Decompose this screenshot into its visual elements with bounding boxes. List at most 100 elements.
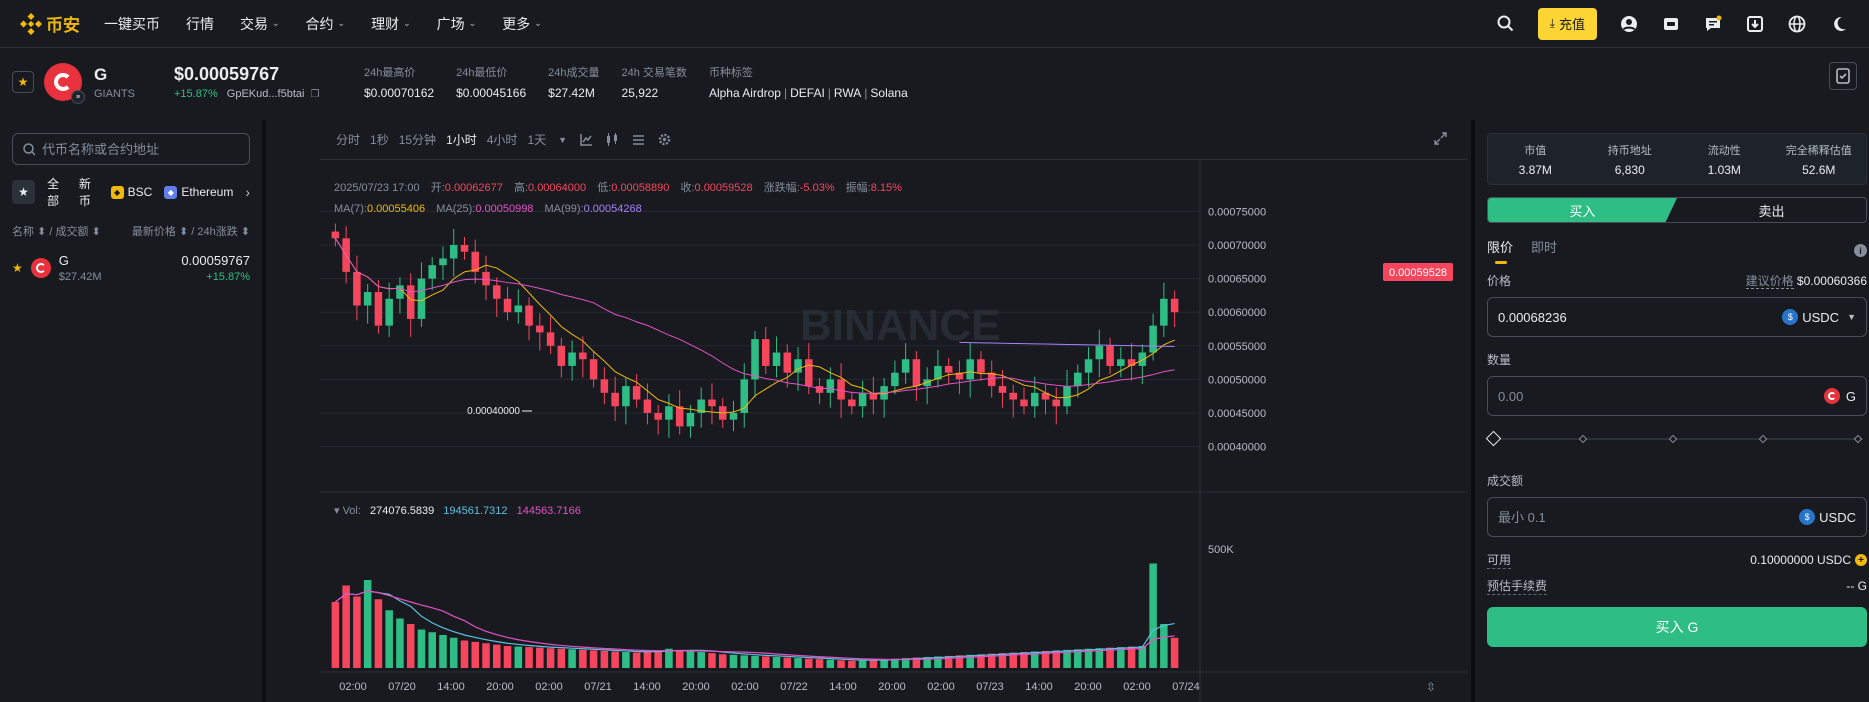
tag-item[interactable]: Alpha Airdrop [708, 86, 781, 100]
gear-icon[interactable] [657, 133, 671, 147]
add-funds-icon[interactable]: + [1855, 554, 1867, 566]
nav-item-6[interactable]: 更多 ⌄ [502, 14, 542, 34]
price-input[interactable] [1498, 309, 1698, 325]
info-date: 2025/07/23 17:00 [334, 182, 420, 194]
price-field[interactable]: $ USDC ▼ [1487, 297, 1867, 337]
candle [514, 289, 523, 324]
nav-item-5[interactable]: 广场 ⌄ [437, 14, 477, 34]
volume-bar [718, 654, 727, 668]
moon-icon[interactable] [1829, 14, 1849, 34]
amount-field[interactable]: $ USDC [1487, 497, 1867, 537]
contract-address[interactable]: GpEKud...f5btai [226, 88, 305, 100]
price-currency-select[interactable]: $ USDC ▼ [1782, 309, 1856, 325]
candle [568, 340, 576, 381]
timeframe-1[interactable]: 1秒 [370, 133, 389, 147]
token-search-input[interactable] [42, 141, 242, 157]
wallet-icon[interactable] [1661, 14, 1681, 34]
nav-item-1[interactable]: 行情 [186, 14, 214, 34]
more-timeframes-icon[interactable]: ▼ [558, 134, 568, 145]
slider-mark-75[interactable] [1758, 434, 1768, 444]
filter-all[interactable]: 全部 [47, 175, 67, 209]
message-icon[interactable] [1703, 14, 1723, 34]
timeframe-3[interactable]: 1小时 [446, 133, 477, 147]
user-icon[interactable] [1619, 14, 1639, 34]
candle [643, 383, 652, 425]
quantity-field[interactable]: G [1487, 376, 1867, 416]
fullscreen-icon[interactable] [1434, 132, 1447, 148]
sell-tab[interactable]: 卖出 [1677, 198, 1866, 222]
layout-settings-icon[interactable] [631, 133, 645, 147]
slider-handle[interactable] [1485, 430, 1502, 447]
chevron-right-icon[interactable]: › [245, 184, 251, 200]
nav-item-label: 广场 [436, 15, 465, 32]
candle [353, 255, 361, 321]
indicator-icon[interactable] [579, 133, 593, 147]
axis-reset-icon[interactable]: ⇳ [1426, 680, 1436, 694]
sort-name-volume[interactable]: 名称 ⬍ / 成交额 ⬍ [12, 226, 101, 238]
amount-slider[interactable] [1485, 430, 1867, 447]
candle [772, 336, 781, 378]
tag-item[interactable]: Solana [870, 86, 908, 100]
timeframe-0[interactable]: 分时 [336, 133, 361, 147]
favorites-tab[interactable]: ★ [12, 180, 36, 204]
notes-icon[interactable] [1829, 62, 1857, 90]
suggest-price-label[interactable]: 建议价格 [1745, 274, 1794, 289]
buy-button[interactable]: 买入 G [1487, 607, 1867, 647]
slider-mark-100[interactable] [1853, 434, 1863, 444]
vol-chevron-icon[interactable]: ▾ [334, 505, 343, 517]
search-icon[interactable] [1496, 14, 1516, 34]
favorite-star-icon[interactable]: ★ [12, 261, 23, 275]
filter-ethereum[interactable]: ◆ Ethereum [164, 185, 233, 199]
sort-price-change[interactable]: 最新价格 ⬍ / 24h涨跌 ⬍ [131, 226, 250, 238]
globe-icon[interactable] [1787, 14, 1807, 34]
deposit-button[interactable]: ⤓ 充值 [1537, 7, 1597, 40]
amount-input[interactable] [1498, 509, 1698, 525]
volume-bar [374, 599, 383, 668]
volume-bar [579, 649, 587, 668]
favorite-star-icon[interactable]: ★ [12, 71, 34, 93]
candle [966, 343, 974, 398]
volume-info: ▾ Vol: 274076.5839 194561.7312 144563.71… [334, 505, 581, 517]
candle [697, 387, 705, 428]
filter-new[interactable]: 新币 [79, 175, 99, 209]
market-stat-3: 完全稀释估值 52.6M [1772, 134, 1867, 184]
volume-bar [493, 644, 501, 668]
suggest-price-value: $0.00060366 [1796, 274, 1867, 288]
nav-item-2[interactable]: 交易 ⌄ [240, 14, 280, 34]
candle-type-icon[interactable] [605, 133, 619, 147]
binance-logo[interactable]: 币安 [20, 11, 80, 36]
token-search[interactable] [12, 133, 250, 165]
tag-item[interactable]: RWA [833, 86, 862, 100]
info-icon[interactable]: i [1854, 244, 1867, 257]
list-item[interactable]: ★ G $27.42M 0.00059767 +15.87% [12, 253, 250, 283]
volume-bar [1160, 624, 1168, 668]
slider-mark-50[interactable] [1668, 434, 1678, 444]
chart-toolbar: 分时 1秒 15分钟 1小时 4小时 1天 ▼ [320, 120, 1467, 160]
candle [363, 283, 372, 324]
tab-instant[interactable]: 即时 [1531, 240, 1558, 255]
volume-tick-label: 500K [1208, 544, 1234, 556]
tab-limit[interactable]: 限价 [1487, 237, 1513, 264]
current-price-tag: 0.00059528 [1383, 263, 1453, 281]
quantity-input[interactable] [1498, 388, 1698, 404]
download-icon[interactable] [1745, 14, 1765, 34]
timeframe-2[interactable]: 15分钟 [398, 133, 437, 147]
timeframe-5[interactable]: 1天 [527, 133, 547, 147]
slider-mark-25[interactable] [1578, 434, 1588, 444]
buy-tab[interactable]: 买入 [1488, 198, 1677, 222]
copy-icon[interactable]: ❐ [310, 89, 320, 100]
candle [396, 277, 404, 314]
nav-item-3[interactable]: 合约 ⌄ [306, 14, 346, 34]
nav-item-4[interactable]: 理财 ⌄ [371, 14, 411, 34]
candlestick-chart[interactable]: BINANCE 0.00075000 0.00070000 0.00065000 0.… [320, 160, 1467, 702]
time-tick-label: 02:00 [1123, 681, 1151, 693]
timeframe-4[interactable]: 4小时 [486, 133, 518, 147]
candle [987, 360, 996, 398]
price-tick-label: 0.00070000 [1208, 240, 1266, 252]
nav-item-0[interactable]: 一键买币 [104, 14, 160, 34]
tag-item[interactable]: DEFAI [790, 86, 825, 100]
chart-watermark: BINANCE [800, 301, 1000, 350]
price-tick-label: 0.00045000 [1208, 408, 1266, 420]
filter-bsc[interactable]: ◆ BSC [110, 185, 152, 199]
volume-bar [955, 655, 964, 668]
